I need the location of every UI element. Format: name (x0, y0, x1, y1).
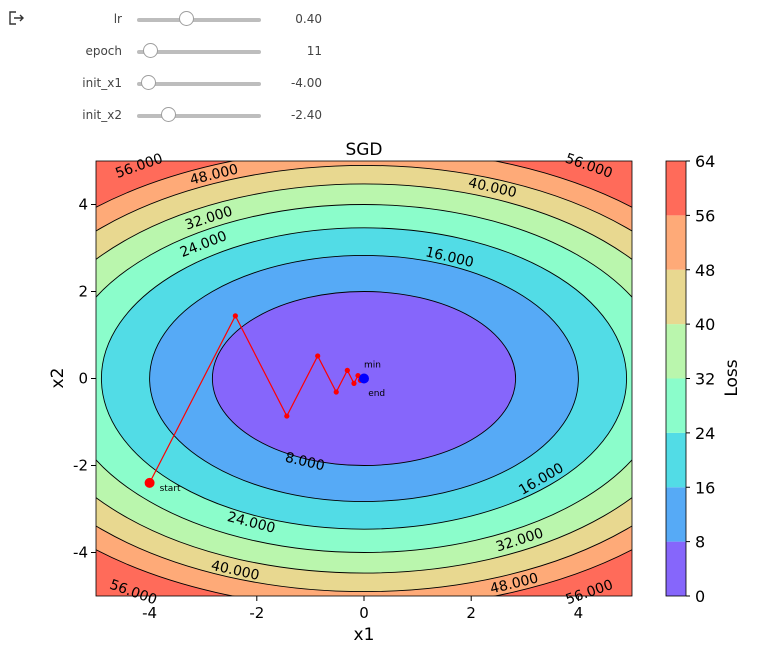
contour-line-16 (149, 255, 579, 502)
trajectory-point-3 (315, 353, 321, 359)
chart-title: SGD (345, 140, 382, 160)
widget-panel: lr 0.40 epoch 11 init_x1 -4.00 init_x2 -… (0, 0, 400, 135)
colorbar-segment-6 (666, 215, 686, 270)
logout-icon[interactable] (8, 10, 26, 26)
slider-label-lr: lr (113, 12, 122, 26)
min-point (359, 373, 369, 384)
annotation-min: min (364, 361, 381, 371)
colorbar-segment-7 (666, 161, 686, 216)
x-tick-label-3: 2 (466, 604, 476, 622)
trajectory-point-4 (333, 389, 339, 395)
colorbar-tick-label-7: 56 (695, 206, 715, 225)
trajectory-point-6 (351, 380, 357, 386)
y-tick-label-2: 0 (78, 370, 88, 388)
x-tick-label-0: -4 (142, 604, 157, 622)
annotation-start: start (160, 484, 181, 494)
y-tick-label-4: 4 (78, 196, 88, 214)
colorbar-segment-4 (666, 324, 686, 379)
colorbar-segment-0 (666, 541, 686, 596)
slider-value-init-x2: -2.40 (290, 108, 322, 122)
slider-handle-init-x1[interactable] (141, 75, 157, 90)
colorbar-tick-label-6: 48 (695, 261, 715, 280)
colorbar-segment-2 (666, 432, 686, 488)
slider-label-init-x2: init_x2 (82, 108, 122, 122)
annotation-end: end (368, 389, 385, 399)
colorbar-tick-label-3: 24 (695, 424, 715, 443)
slider-init-x2: init_x2 -2.40 (0, 102, 360, 134)
colorbar-tick-label-5: 40 (695, 315, 715, 334)
y-tick-label-1: -2 (73, 457, 88, 475)
slider-lr: lr 0.40 (0, 6, 360, 38)
slider-label-init-x1: init_x1 (82, 76, 122, 90)
x-tick-label-1: -2 (249, 604, 264, 622)
trajectory-point-1 (232, 313, 238, 319)
x-tick-label-2: 0 (359, 604, 369, 622)
colorbar-segment-1 (666, 487, 686, 542)
colorbar-segment-5 (666, 269, 686, 325)
slider-init-x1: init_x1 -4.00 (0, 70, 360, 102)
slider-value-lr: 0.40 (295, 12, 322, 26)
slider-track-lr[interactable] (137, 11, 261, 26)
colorbar-tick-label-1: 8 (695, 533, 705, 552)
y-axis-label: x2 (48, 368, 68, 389)
contour-line-32 (96, 204, 632, 553)
colorbar-tick-label-2: 16 (695, 478, 715, 497)
slider-handle-init-x2[interactable] (161, 107, 177, 122)
contour-line-24 (100, 227, 628, 530)
colorbar-tick-label-8: 64 (695, 152, 715, 171)
start-point (144, 477, 155, 488)
y-tick-label-0: -4 (73, 544, 88, 562)
slider-handle-lr[interactable] (178, 11, 194, 26)
slider-track-epoch[interactable] (137, 43, 261, 58)
contour-line-48 (96, 165, 632, 592)
slider-value-epoch: 11 (306, 44, 322, 58)
colorbar-segment-3 (666, 378, 686, 433)
slider-track-init-x1[interactable] (137, 75, 261, 90)
contour-line-40 (96, 183, 632, 574)
contour-line-8 (211, 291, 517, 466)
colorbar-label: Loss (722, 359, 742, 396)
slider-epoch: epoch 11 (0, 38, 360, 70)
trajectory-point-5 (344, 367, 350, 373)
colorbar-tick-label-0: 0 (695, 587, 705, 606)
x-tick-label-4: 4 (574, 604, 584, 622)
y-tick-label-3: 2 (78, 283, 88, 301)
slider-track-init-x2[interactable] (137, 107, 261, 122)
colorbar-tick-label-4: 32 (695, 370, 715, 389)
slider-label-epoch: epoch (85, 44, 122, 58)
slider-handle-epoch[interactable] (142, 43, 158, 58)
slider-value-init-x1: -4.00 (290, 76, 322, 90)
x-axis-label: x1 (354, 625, 375, 645)
contour-fill-group (96, 161, 632, 596)
trajectory-point-2 (284, 413, 290, 419)
